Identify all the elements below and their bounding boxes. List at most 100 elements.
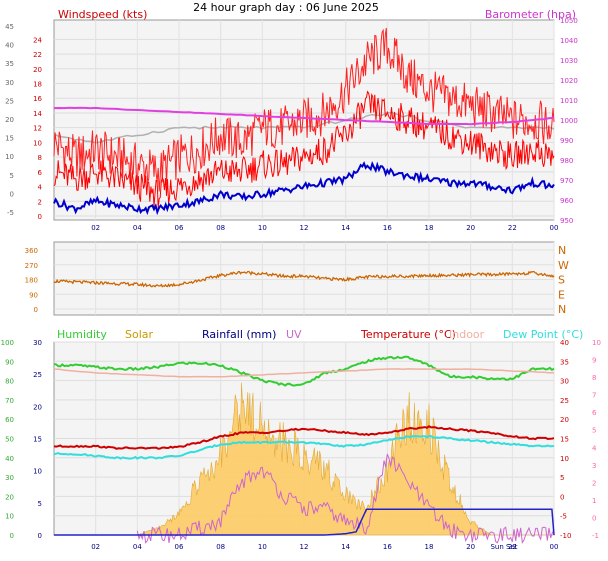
legend-item: Solar xyxy=(125,328,154,341)
bottom-x-tick-label: 16 xyxy=(383,543,392,551)
legend-item: Temperature (°C) xyxy=(360,328,456,341)
barometer-tick-label: 1010 xyxy=(560,97,578,105)
solar-tick-label: 0 xyxy=(38,532,42,540)
uv-tick-label: 0 xyxy=(592,514,596,522)
humidity-tick-label: 30 xyxy=(5,474,14,482)
top-x-tick-label: 18 xyxy=(425,224,434,232)
top-x-tick-label: 14 xyxy=(341,224,350,232)
top-x-tick-label: 10 xyxy=(258,224,267,232)
top-panel-layer: 024681012141618202224-505101520253035404… xyxy=(5,17,578,232)
windspeed-tick-label: 0 xyxy=(38,213,42,221)
humidity-tick-label: 20 xyxy=(5,493,14,501)
bottom-x-tick-label: 18 xyxy=(425,543,434,551)
barometer-tick-label: 960 xyxy=(560,197,573,205)
outer-tick-label: 20 xyxy=(5,116,14,124)
temperature-tick-label: 15 xyxy=(560,436,569,444)
humidity-line xyxy=(53,355,555,387)
windspeed-tick-label: 18 xyxy=(33,81,42,89)
temperature-tick-label: 20 xyxy=(560,416,569,424)
humidity-tick-label: 0 xyxy=(10,532,14,540)
windspeed-tick-label: 2 xyxy=(38,198,42,206)
uv-tick-label: 5 xyxy=(592,427,596,435)
humidity-tick-label: 80 xyxy=(5,378,14,386)
solar-tick-label: 15 xyxy=(33,436,42,444)
temperature-line xyxy=(53,425,555,450)
direction-tick-label: 270 xyxy=(25,262,38,270)
top-x-tick-label: 02 xyxy=(91,224,100,232)
bottom-panel-layer: -10-505101520253035400102030405060708090… xyxy=(1,339,601,551)
top-x-tick-label: 12 xyxy=(300,224,309,232)
top-x-tick-label: 06 xyxy=(175,224,184,232)
humidity-tick-label: 70 xyxy=(5,397,14,405)
solar-tick-label: 30 xyxy=(33,339,42,347)
windspeed-tick-label: 24 xyxy=(33,36,42,44)
barometer-tick-label: 970 xyxy=(560,177,573,185)
uv-tick-label: 4 xyxy=(592,444,597,452)
barometer-tick-label: 1020 xyxy=(560,77,578,85)
direction-tick-label: 90 xyxy=(29,291,38,299)
solar-area xyxy=(137,382,554,536)
rainfall-line xyxy=(54,508,555,536)
bottom-legend: Humidity Solar Rainfall (mm) UV Temperature … xyxy=(57,328,583,341)
uv-tick-label: 10 xyxy=(592,339,601,347)
uv-tick-label: 6 xyxy=(592,409,597,417)
humidity-tick-label: 60 xyxy=(5,416,14,424)
bottom-x-tick-label: 00 xyxy=(550,543,559,551)
grey-series-line xyxy=(53,111,555,144)
uv-tick-label: 2 xyxy=(592,479,596,487)
barometer-axis-label: Barometer (hpa) xyxy=(485,8,576,21)
outer-tick-label: 0 xyxy=(10,190,14,198)
outer-tick-label: 35 xyxy=(5,60,14,68)
windspeed-tick-label: 4 xyxy=(38,184,43,192)
gust-series-line xyxy=(53,27,555,192)
barometer-tick-label: 1000 xyxy=(560,117,578,125)
legend-item: Humidity xyxy=(57,328,107,341)
windspeed-tick-label: 20 xyxy=(33,66,42,74)
humidity-tick-label: 50 xyxy=(5,436,14,444)
bottom-x-tick-label: 02 xyxy=(91,543,100,551)
barometer-tick-label: 980 xyxy=(560,157,573,165)
temperature-tick-label: 10 xyxy=(560,455,569,463)
legend-item: Indoor xyxy=(449,328,485,341)
bottom-x-tick-label: 08 xyxy=(216,543,225,551)
windspeed-tick-label: 10 xyxy=(33,139,42,147)
outer-tick-label: 10 xyxy=(5,153,14,161)
barometer-tick-label: 950 xyxy=(560,217,573,225)
legend-item: Dew Point (°C) xyxy=(503,328,583,341)
uv-tick-label: 9 xyxy=(592,357,596,365)
bottom-x-tick-label: 12 xyxy=(300,543,309,551)
solar-tick-label: 10 xyxy=(33,468,42,476)
top-x-tick-label: 20 xyxy=(466,224,475,232)
outer-tick-label: -5 xyxy=(7,209,14,217)
compass-label: N xyxy=(558,244,566,257)
uv-tick-label: 8 xyxy=(592,374,596,382)
direction-tick-label: 0 xyxy=(34,306,38,314)
windspeed-tick-label: 22 xyxy=(33,51,42,59)
uv-tick-label: 7 xyxy=(592,392,596,400)
windspeed-series-line xyxy=(53,90,555,208)
direction-tick-label: 360 xyxy=(25,247,38,255)
average-wind-series-line xyxy=(53,161,555,216)
dew-point-line xyxy=(53,434,555,460)
outer-tick-label: 40 xyxy=(5,42,14,50)
temperature-tick-label: 0 xyxy=(560,493,564,501)
top-x-tick-label: 04 xyxy=(133,224,142,232)
bottom-x-tick-label: 10 xyxy=(258,543,267,551)
outer-tick-label: 30 xyxy=(5,79,14,87)
windspeed-tick-label: 8 xyxy=(38,154,42,162)
barometer-tick-label: 1040 xyxy=(560,37,578,45)
bottom-x-tick-label: Sun Set xyxy=(490,543,517,551)
uv-line xyxy=(136,453,555,544)
outer-tick-label: 25 xyxy=(5,97,14,105)
barometer-tick-label: 1030 xyxy=(560,57,578,65)
temperature-tick-label: 35 xyxy=(560,358,569,366)
top-x-tick-label: 08 xyxy=(216,224,225,232)
bottom-x-tick-label: 14 xyxy=(341,543,350,551)
temperature-tick-label: -5 xyxy=(560,513,567,521)
humidity-tick-label: 40 xyxy=(5,455,14,463)
outer-tick-label: 15 xyxy=(5,135,14,143)
direction-tick-label: 180 xyxy=(25,277,38,285)
